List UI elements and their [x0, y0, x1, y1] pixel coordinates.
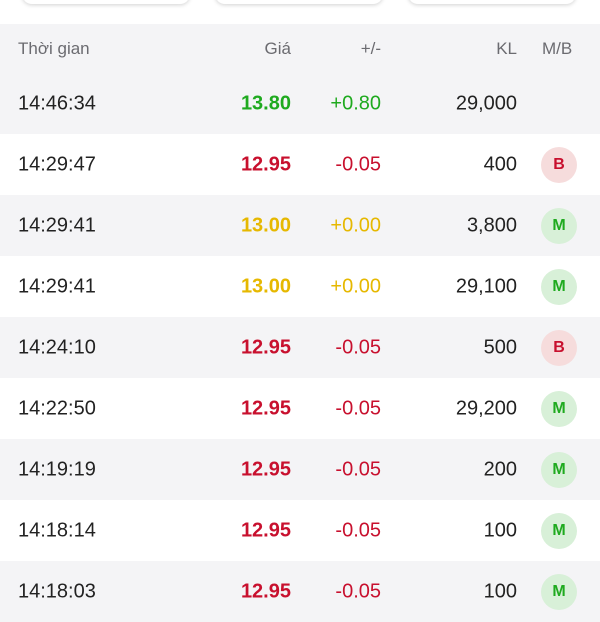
- side-badge: M: [541, 451, 577, 488]
- header-time: Thời gian: [18, 38, 90, 58]
- trade-change: -0.05: [335, 153, 381, 175]
- table-row: 14:18:14 12.95 -0.05 100 M: [0, 500, 600, 561]
- tab-button-3[interactable]: [408, 0, 576, 4]
- table-row: 14:24:10 12.95 -0.05 500 B: [0, 317, 600, 378]
- trade-volume: 29,200: [455, 397, 517, 419]
- trade-change: +0.00: [330, 275, 381, 297]
- header-change: +/-: [360, 38, 381, 58]
- side-badge: M: [541, 268, 577, 305]
- trade-volume: 100: [483, 580, 517, 602]
- trade-price: 12.95: [240, 458, 291, 480]
- trade-change: -0.05: [335, 580, 381, 602]
- trade-volume: 29,100: [455, 275, 517, 297]
- trade-time: 14:29:41: [18, 275, 96, 297]
- side-badge: M: [541, 573, 577, 610]
- trade-volume: 400: [483, 153, 517, 175]
- trade-price: 13.00: [240, 214, 291, 236]
- header-volume: KL: [496, 38, 517, 58]
- trade-price: 12.95: [240, 153, 291, 175]
- trade-change: +0.80: [330, 92, 381, 114]
- table-row: 14:19:19 12.95 -0.05 200 M: [0, 439, 600, 500]
- trade-price: 12.95: [240, 397, 291, 419]
- trade-volume: 3,800: [466, 214, 517, 236]
- trade-price: 12.95: [240, 519, 291, 541]
- trade-time: 14:22:50: [18, 397, 96, 419]
- trade-price: 12.95: [240, 580, 291, 602]
- trade-volume: 29,000: [455, 92, 517, 114]
- header-side: M/B: [542, 38, 573, 58]
- trade-price: 12.95: [240, 336, 291, 358]
- side-badge: M: [541, 512, 577, 549]
- trade-time: 14:24:10: [18, 336, 96, 358]
- trade-volume: 100: [483, 519, 517, 541]
- side-badge: B: [541, 329, 577, 366]
- trade-time: 14:19:19: [18, 458, 96, 480]
- trade-time: 14:29:47: [18, 153, 96, 175]
- table-row: 14:29:41 13.00 +0.00 3,800 M: [0, 195, 600, 256]
- trade-change: -0.05: [335, 336, 381, 358]
- side-badge: M: [541, 207, 577, 244]
- header-price: Giá: [264, 38, 291, 58]
- trade-time: 14:46:34: [18, 92, 96, 114]
- trade-price: 13.80: [240, 92, 291, 114]
- trade-time: 14:18:14: [18, 519, 96, 541]
- trade-price: 13.00: [240, 275, 291, 297]
- tab-button-2[interactable]: [215, 0, 383, 4]
- table-row: 14:18:03 12.95 -0.05 100 M: [0, 561, 600, 622]
- tab-button-1[interactable]: [22, 0, 190, 4]
- trade-change: -0.05: [335, 458, 381, 480]
- table-header: Thời gian Giá +/- KL M/B: [0, 24, 600, 73]
- table-row: 14:29:47 12.95 -0.05 400 B: [0, 134, 600, 195]
- trade-volume: 500: [483, 336, 517, 358]
- trade-change: +0.00: [330, 214, 381, 236]
- trade-time: 14:18:03: [18, 580, 96, 602]
- table-row: 14:22:50 12.95 -0.05 29,200 M: [0, 378, 600, 439]
- table-row: 14:46:34 13.80 +0.80 29,000: [0, 73, 600, 134]
- trade-time: 14:29:41: [18, 214, 96, 236]
- side-badge: M: [541, 390, 577, 427]
- trade-change: -0.05: [335, 397, 381, 419]
- side-badge: B: [541, 146, 577, 183]
- trade-volume: 200: [483, 458, 517, 480]
- table-row: 14:29:41 13.00 +0.00 29,100 M: [0, 256, 600, 317]
- trade-change: -0.05: [335, 519, 381, 541]
